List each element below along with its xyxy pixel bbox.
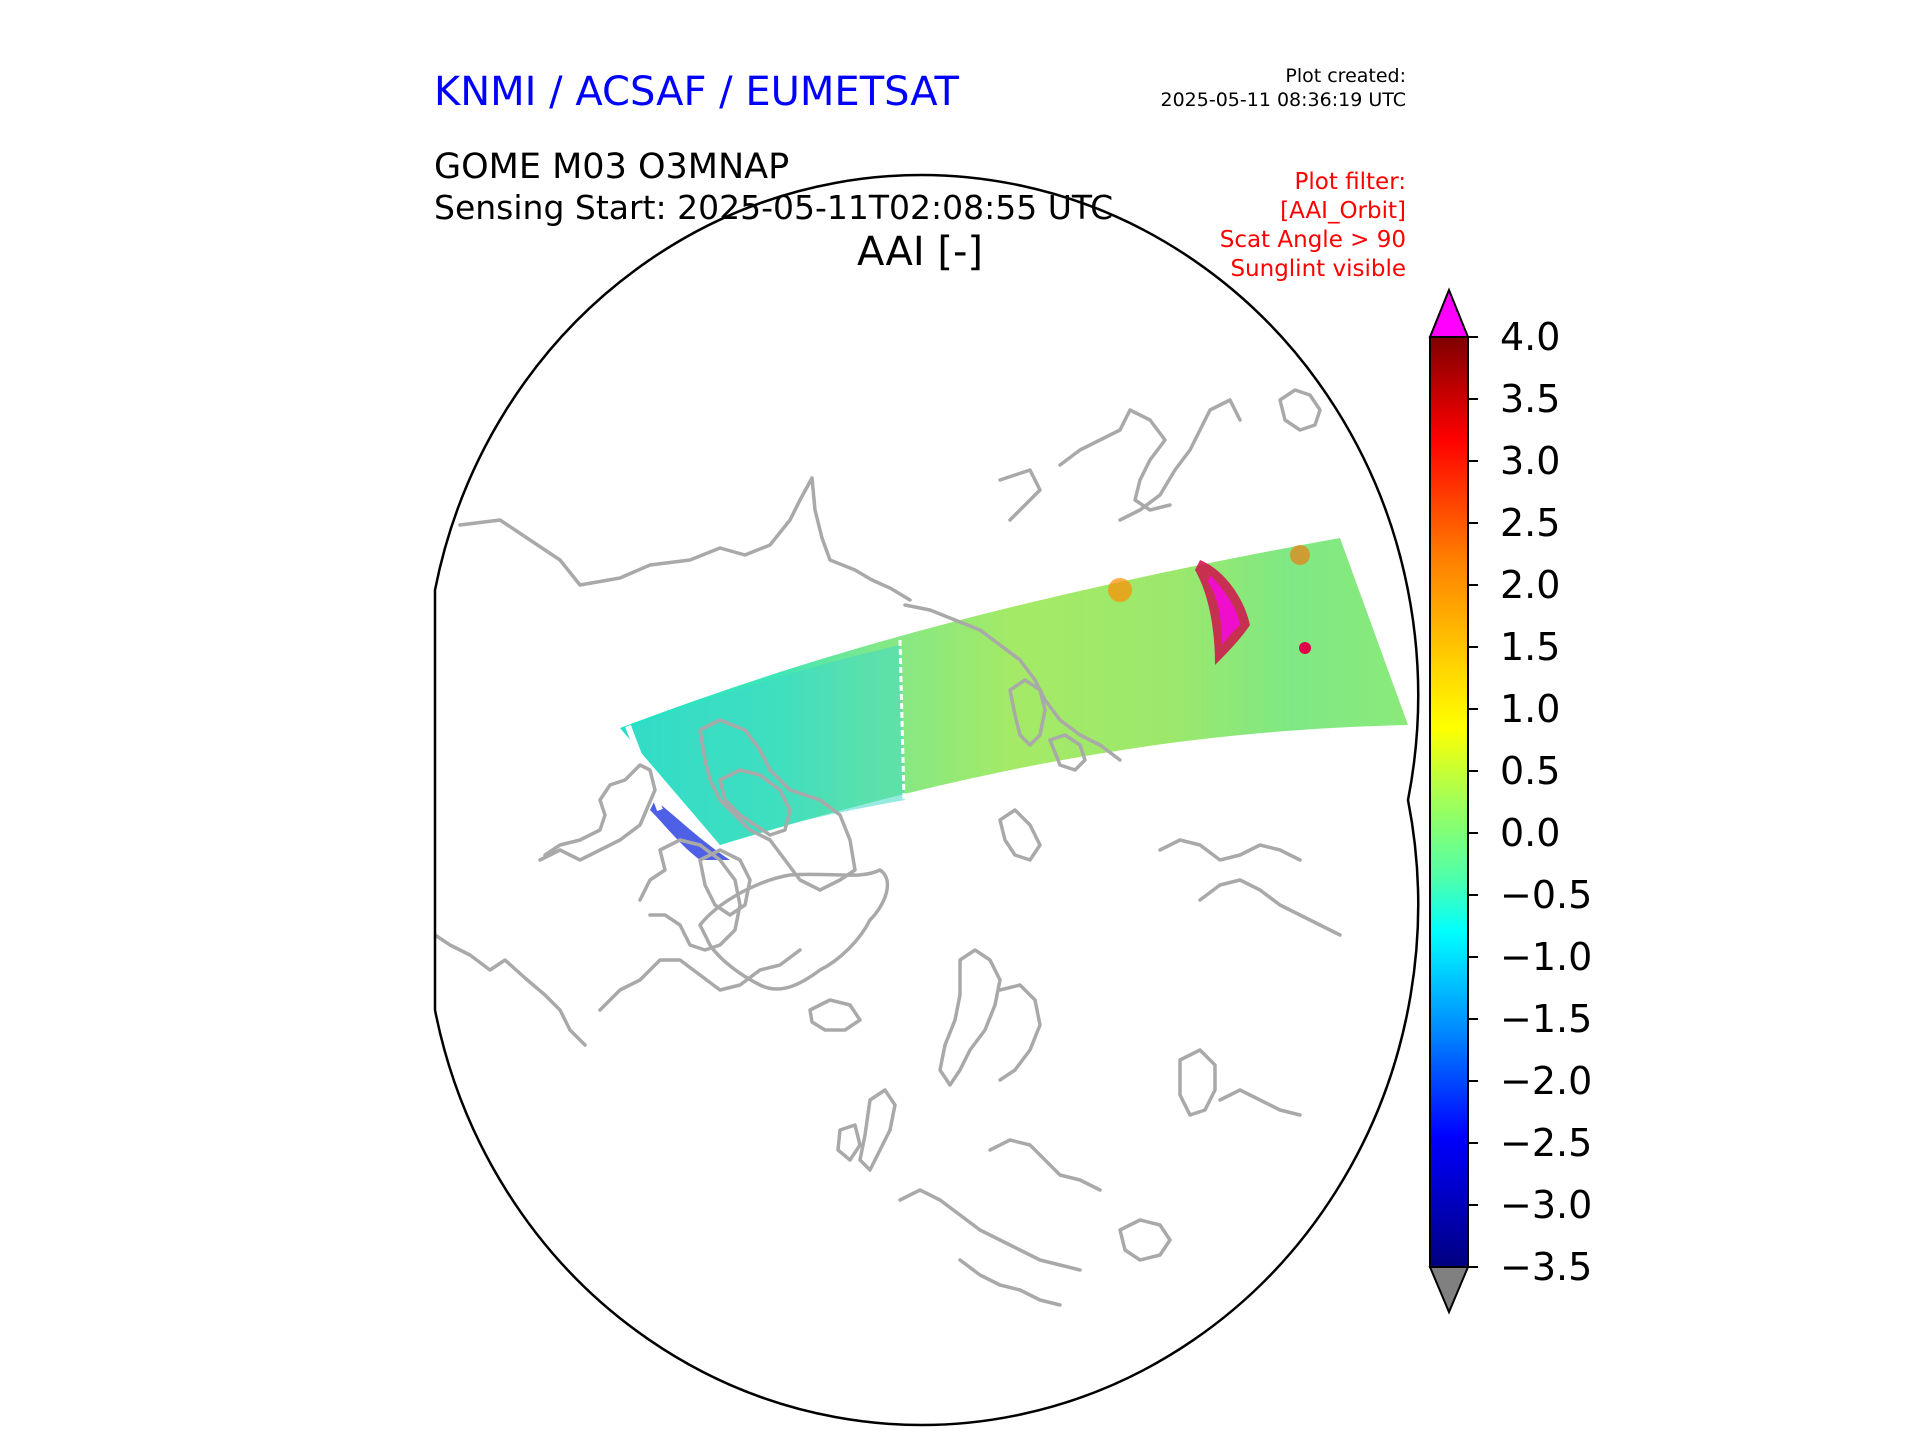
coastline-finland (998, 983, 1042, 1082)
coastline-japan (1278, 388, 1322, 432)
colorbar-tick-label: 4.0 (1500, 315, 1561, 359)
colorbar-tick-label: −3.0 (1500, 1183, 1593, 1227)
coastline-asia-north (1158, 838, 1302, 862)
product-title: GOME M03 O3MNAP (434, 147, 790, 187)
colorbar-tick-label: 0.5 (1500, 749, 1561, 793)
colorbar-tick-label: 2.5 (1500, 501, 1561, 545)
coastline-greenland (698, 868, 890, 991)
plot-created-value: 2025-05-11 08:36:19 UTC (1160, 89, 1407, 111)
plot-filter-label: Plot filter: (1294, 169, 1406, 195)
plot-created: Plot created: 2025-05-11 08:36:19 UTC (1080, 64, 1407, 112)
coastline-alaska-coast (435, 933, 587, 1047)
colorbar-tick-label: −1.5 (1500, 997, 1593, 1041)
brand-title: KNMI / ACSAF / EUMETSAT (434, 69, 959, 115)
colorbar-tick-label: 3.0 (1500, 439, 1561, 483)
coastline-arctic-archipelago (718, 768, 792, 837)
colorbar-tick-label: 1.5 (1500, 625, 1561, 669)
coastline-svalbard (998, 808, 1042, 862)
plot-filter: Plot filter: [AAI_Orbit] Scat Angle > 90… (1100, 168, 1406, 284)
aai-swath-west-section (625, 645, 905, 845)
aai-negative-patch (650, 800, 730, 860)
coastline-labrador (598, 948, 802, 1012)
coastline-uk (858, 1088, 897, 1172)
coastline-canadian-islands (698, 718, 857, 892)
colorbar-tick-label: −2.0 (1500, 1059, 1593, 1103)
coastline-baffin-island (698, 848, 752, 917)
globe-boundary (433, 173, 1420, 1427)
coastline-kamchatka (1118, 398, 1242, 522)
plot-filter-line: [AAI_Orbit] (1280, 198, 1406, 224)
coastline-alaska (458, 476, 912, 602)
map-area (435, 388, 1408, 1307)
coastlines (435, 388, 1342, 1307)
colorbar-tick-label: −0.5 (1500, 873, 1593, 917)
colorbar-tick-label: −1.0 (1500, 935, 1593, 979)
plot-created-label: Plot created: (1285, 65, 1406, 87)
coastline-ireland (836, 1123, 862, 1162)
aai-high-plume-core (1208, 575, 1240, 645)
colorbar-extend-low (1428, 1266, 1470, 1315)
colorbar-tick-marks (1468, 336, 1478, 1268)
coastline-canada (538, 763, 657, 862)
colorbar-tick-label: −3.5 (1500, 1245, 1593, 1289)
coastline-russia-north (903, 603, 1122, 762)
aai-red-spot (1299, 642, 1311, 654)
colorbar (1428, 287, 1478, 1315)
coastline-scandinavia (938, 948, 1002, 1087)
coastline-novaya-zemlya (1008, 678, 1047, 747)
colorbar-tick-label: 0.0 (1500, 811, 1561, 855)
coastline-hudson-bay (638, 838, 742, 952)
coastline-caspian (1178, 1048, 1217, 1117)
aai-orange-spot (1290, 545, 1310, 565)
sensing-start: Sensing Start: 2025-05-11T02:08:55 UTC (434, 188, 1114, 227)
colorbar-tick-label: 2.0 (1500, 563, 1561, 607)
plot-filter-line: Sunglint visible (1230, 256, 1406, 282)
coastline-baltic (988, 1138, 1102, 1192)
variable-title: AAI [-] (857, 229, 983, 275)
colorbar-extend-high (1428, 287, 1470, 338)
colorbar-body (1429, 336, 1469, 1268)
coastline-franz-josef (1048, 733, 1087, 772)
coastline-europe (898, 1188, 1082, 1272)
plot-filter-line: Scat Angle > 90 (1219, 227, 1406, 253)
coastline-caspian-north (1218, 1088, 1302, 1117)
colorbar-tick-label: −2.5 (1500, 1121, 1593, 1165)
colorbar-tick-label: 3.5 (1500, 377, 1561, 421)
coastline-siberia (998, 408, 1172, 522)
colorbar-tick-label: 1.0 (1500, 687, 1561, 731)
coastline-russia-east (1198, 878, 1342, 937)
coastline-iceland (808, 998, 862, 1032)
coastline-mediterranean (958, 1258, 1062, 1307)
aai-orange-spot (1108, 578, 1132, 602)
coastline-black-sea (1118, 1218, 1172, 1262)
